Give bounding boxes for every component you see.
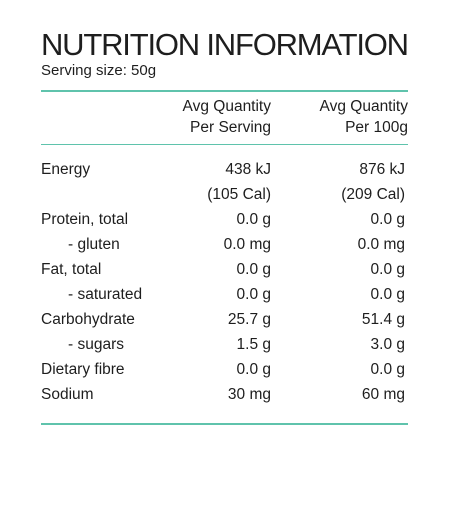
- table-row: (105 Cal) (209 Cal): [41, 182, 408, 207]
- value-per-serving: 30 mg: [227, 386, 271, 403]
- value-per-100g: 51.4 g: [361, 311, 405, 328]
- value-per-100g: 3.0 g: [370, 336, 405, 353]
- row-label: - sugars: [68, 336, 124, 353]
- table-row: Sodium 30 mg 60 mg: [41, 382, 408, 407]
- column-header-line: Per 100g: [345, 119, 408, 136]
- row-label: Sodium: [41, 386, 94, 403]
- value-per-100g: 0.0 g: [370, 286, 405, 303]
- bottom-divider: [41, 423, 408, 425]
- value-per-100g: 0.0 g: [370, 261, 405, 278]
- header-divider: [41, 144, 408, 145]
- value-per-serving: 25.7 g: [227, 311, 271, 328]
- table-row: Protein, total 0.0 g 0.0 g: [41, 207, 408, 232]
- value-per-serving: 0.0 g: [236, 211, 271, 228]
- row-label: Fat, total: [41, 261, 102, 278]
- column-header-per-serving: Avg Quantity Per Serving: [183, 96, 271, 138]
- row-label: - gluten: [68, 236, 120, 253]
- table-row: - sugars 1.5 g 3.0 g: [41, 332, 408, 357]
- table-row: Energy 438 kJ 876 kJ: [41, 157, 408, 182]
- value-per-serving: (105 Cal): [207, 186, 271, 203]
- value-per-100g: (209 Cal): [341, 186, 405, 203]
- top-divider: [41, 90, 408, 92]
- row-label: Dietary fibre: [41, 361, 125, 378]
- table-row: - saturated 0.0 g 0.0 g: [41, 282, 408, 307]
- value-per-100g: 0.0 mg: [357, 236, 405, 253]
- table-row: Carbohydrate 25.7 g 51.4 g: [41, 307, 408, 332]
- value-per-serving: 0.0 g: [236, 286, 271, 303]
- value-per-serving: 438 kJ: [225, 161, 271, 178]
- value-per-serving: 1.5 g: [236, 336, 271, 353]
- serving-size: Serving size: 50g: [41, 62, 157, 79]
- column-header-line: Avg Quantity: [319, 98, 408, 115]
- value-per-100g: 876 kJ: [359, 161, 405, 178]
- row-label: Carbohydrate: [41, 311, 135, 328]
- column-header-per-100g: Avg Quantity Per 100g: [320, 96, 408, 138]
- value-per-100g: 60 mg: [361, 386, 405, 403]
- table-row: Fat, total 0.0 g 0.0 g: [41, 257, 408, 282]
- table-row: - gluten 0.0 mg 0.0 mg: [41, 232, 408, 257]
- row-label: Energy: [41, 161, 91, 178]
- column-header-line: Per Serving: [190, 119, 271, 136]
- value-per-serving: 0.0 g: [236, 361, 271, 378]
- table-row: Dietary fibre 0.0 g 0.0 g: [41, 357, 408, 382]
- value-per-100g: 0.0 g: [370, 361, 405, 378]
- value-per-serving: 0.0 g: [236, 261, 271, 278]
- row-label: - saturated: [68, 286, 143, 303]
- value-per-100g: 0.0 g: [370, 211, 405, 228]
- value-per-serving: 0.0 mg: [223, 236, 271, 253]
- row-label: Protein, total: [41, 211, 129, 228]
- panel-title: NUTRITION INFORMATION: [41, 27, 409, 62]
- column-header-line: Avg Quantity: [182, 98, 271, 115]
